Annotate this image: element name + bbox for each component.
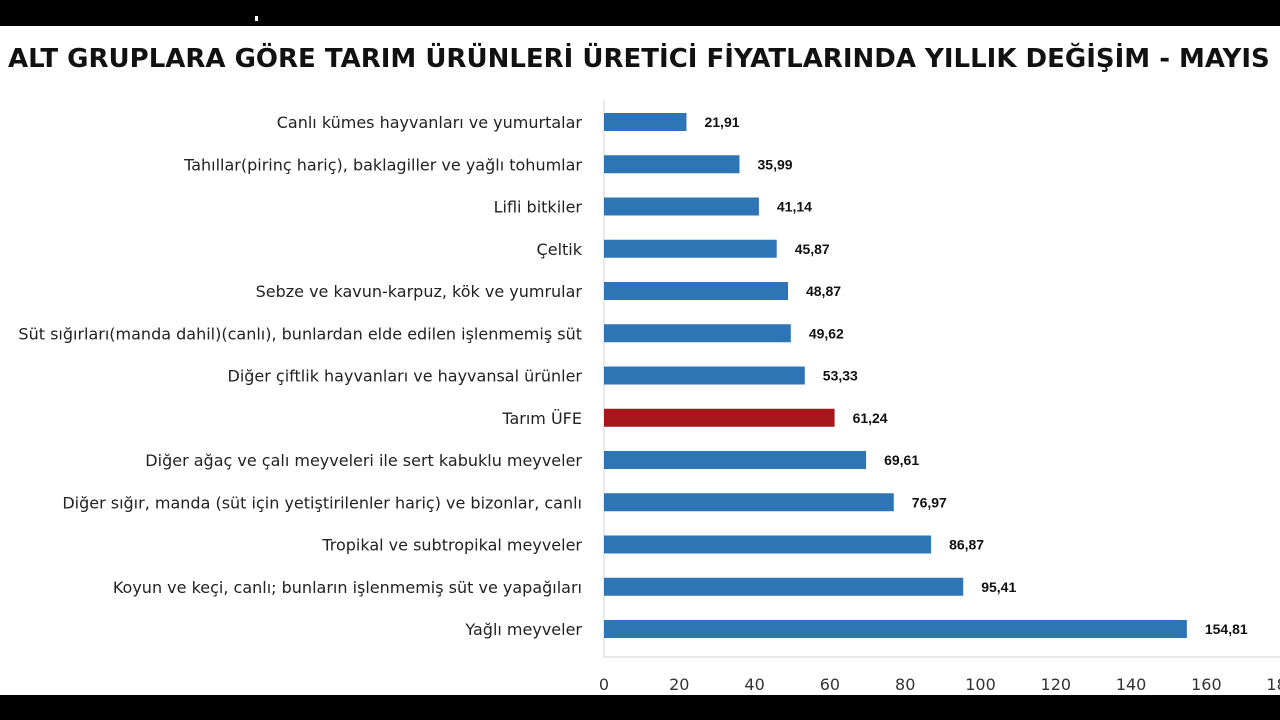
x-tick-label: 120: [1041, 675, 1072, 694]
category-label: Sebze ve kavun-karpuz, kök ve yumrular: [256, 282, 583, 301]
bar: [604, 239, 777, 258]
category-label: Tahıllar(pirinç hariç), baklagiller ve y…: [183, 155, 582, 174]
bar: [604, 493, 894, 512]
category-label: Diğer sığır, manda (süt için yetiştirile…: [62, 493, 582, 512]
data-label: 154,81: [1205, 621, 1248, 637]
bar: [604, 620, 1187, 638]
bar: [604, 282, 788, 300]
top-black-bar: [0, 0, 1280, 26]
category-label: Yağlı meyveler: [464, 620, 582, 639]
data-label: 48,87: [806, 283, 841, 299]
category-label: Lifli bitkiler: [494, 198, 583, 217]
data-label: 69,61: [884, 452, 919, 468]
category-label: Tarım ÜFE: [501, 409, 582, 428]
category-label: Diğer ağaç ve çalı meyveleri ile sert ka…: [145, 451, 582, 470]
data-label: 41,14: [777, 199, 812, 215]
category-label: Koyun ve keçi, canlı; bunların işlenmemi…: [113, 578, 582, 597]
bar: [604, 577, 964, 596]
data-label: 21,91: [704, 114, 739, 130]
data-label: 95,41: [981, 579, 1016, 595]
x-tick-label: 20: [669, 675, 689, 694]
category-label: Tropikal ve subtropikal meyveler: [321, 536, 582, 555]
x-tick-label: 160: [1191, 675, 1222, 694]
x-tick-label: 40: [744, 675, 764, 694]
bar: [604, 113, 687, 131]
data-label: 49,62: [809, 325, 844, 341]
x-tick-label: 140: [1116, 675, 1147, 694]
data-label: 53,33: [823, 368, 858, 384]
category-label: Diğer çiftlik hayvanları ve hayvansal ür…: [228, 367, 583, 386]
data-label: 86,87: [949, 537, 984, 553]
category-label: Süt sığırları(manda dahil)(canlı), bunla…: [18, 324, 582, 343]
bar: [604, 324, 791, 343]
x-tick-label: 0: [599, 675, 609, 694]
x-tick-label: 60: [820, 675, 840, 694]
category-label: Çeltik: [537, 240, 583, 259]
bar: [604, 155, 740, 174]
x-tick-label: 180: [1266, 675, 1280, 694]
bar: [604, 451, 867, 469]
bottom-black-bar: [0, 695, 1280, 720]
category-label: Canlı kümes hayvanları ve yumurtalar: [277, 113, 583, 132]
x-tick-label: 80: [895, 675, 915, 694]
x-tick-label: 100: [965, 675, 996, 694]
data-label: 45,87: [795, 241, 830, 257]
bar: [604, 366, 805, 385]
bar: [604, 197, 759, 216]
bar: [604, 408, 835, 427]
data-label: 35,99: [758, 156, 793, 172]
top-bar-mark: [255, 16, 258, 21]
data-label: 61,24: [853, 410, 888, 426]
data-label: 76,97: [912, 494, 947, 510]
bar: [604, 535, 932, 554]
chart-title: ALT GRUPLARA GÖRE TARIM ÜRÜNLERİ ÜRETİCİ…: [8, 44, 1280, 74]
